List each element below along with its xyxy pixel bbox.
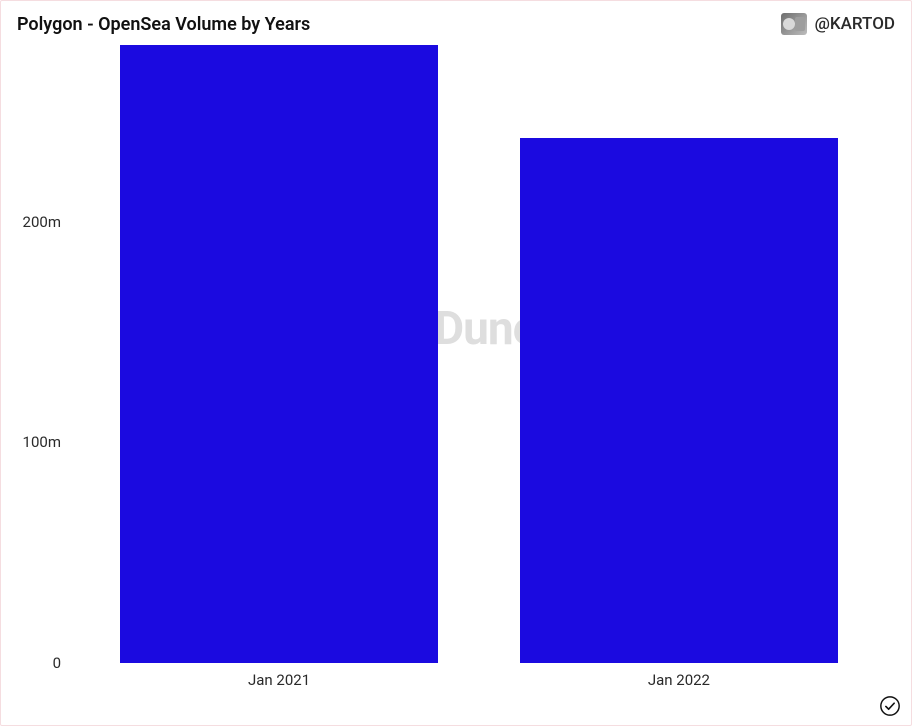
chart-title: Polygon - OpenSea Volume by Years — [17, 14, 310, 35]
chart-card: Polygon - OpenSea Volume by Years @KARTO… — [0, 0, 912, 726]
x-axis-tick-label: Jan 2022 — [648, 671, 710, 689]
user-handle: @KARTOD — [815, 14, 895, 34]
bar[interactable] — [120, 45, 438, 663]
verified-check-icon — [879, 695, 901, 717]
attribution[interactable]: @KARTOD — [781, 13, 895, 35]
card-header: Polygon - OpenSea Volume by Years @KARTO… — [1, 1, 911, 43]
bar[interactable] — [520, 138, 838, 663]
x-axis-tick-label: Jan 2021 — [248, 671, 310, 689]
chart-plot-area: Dune 0100m200mJan 2021Jan 2022 — [71, 45, 887, 663]
y-axis-tick-label: 200m — [23, 213, 61, 231]
y-axis-tick-label: 100m — [23, 433, 61, 451]
user-avatar-icon — [781, 13, 807, 35]
y-axis-tick-label: 0 — [53, 654, 61, 672]
